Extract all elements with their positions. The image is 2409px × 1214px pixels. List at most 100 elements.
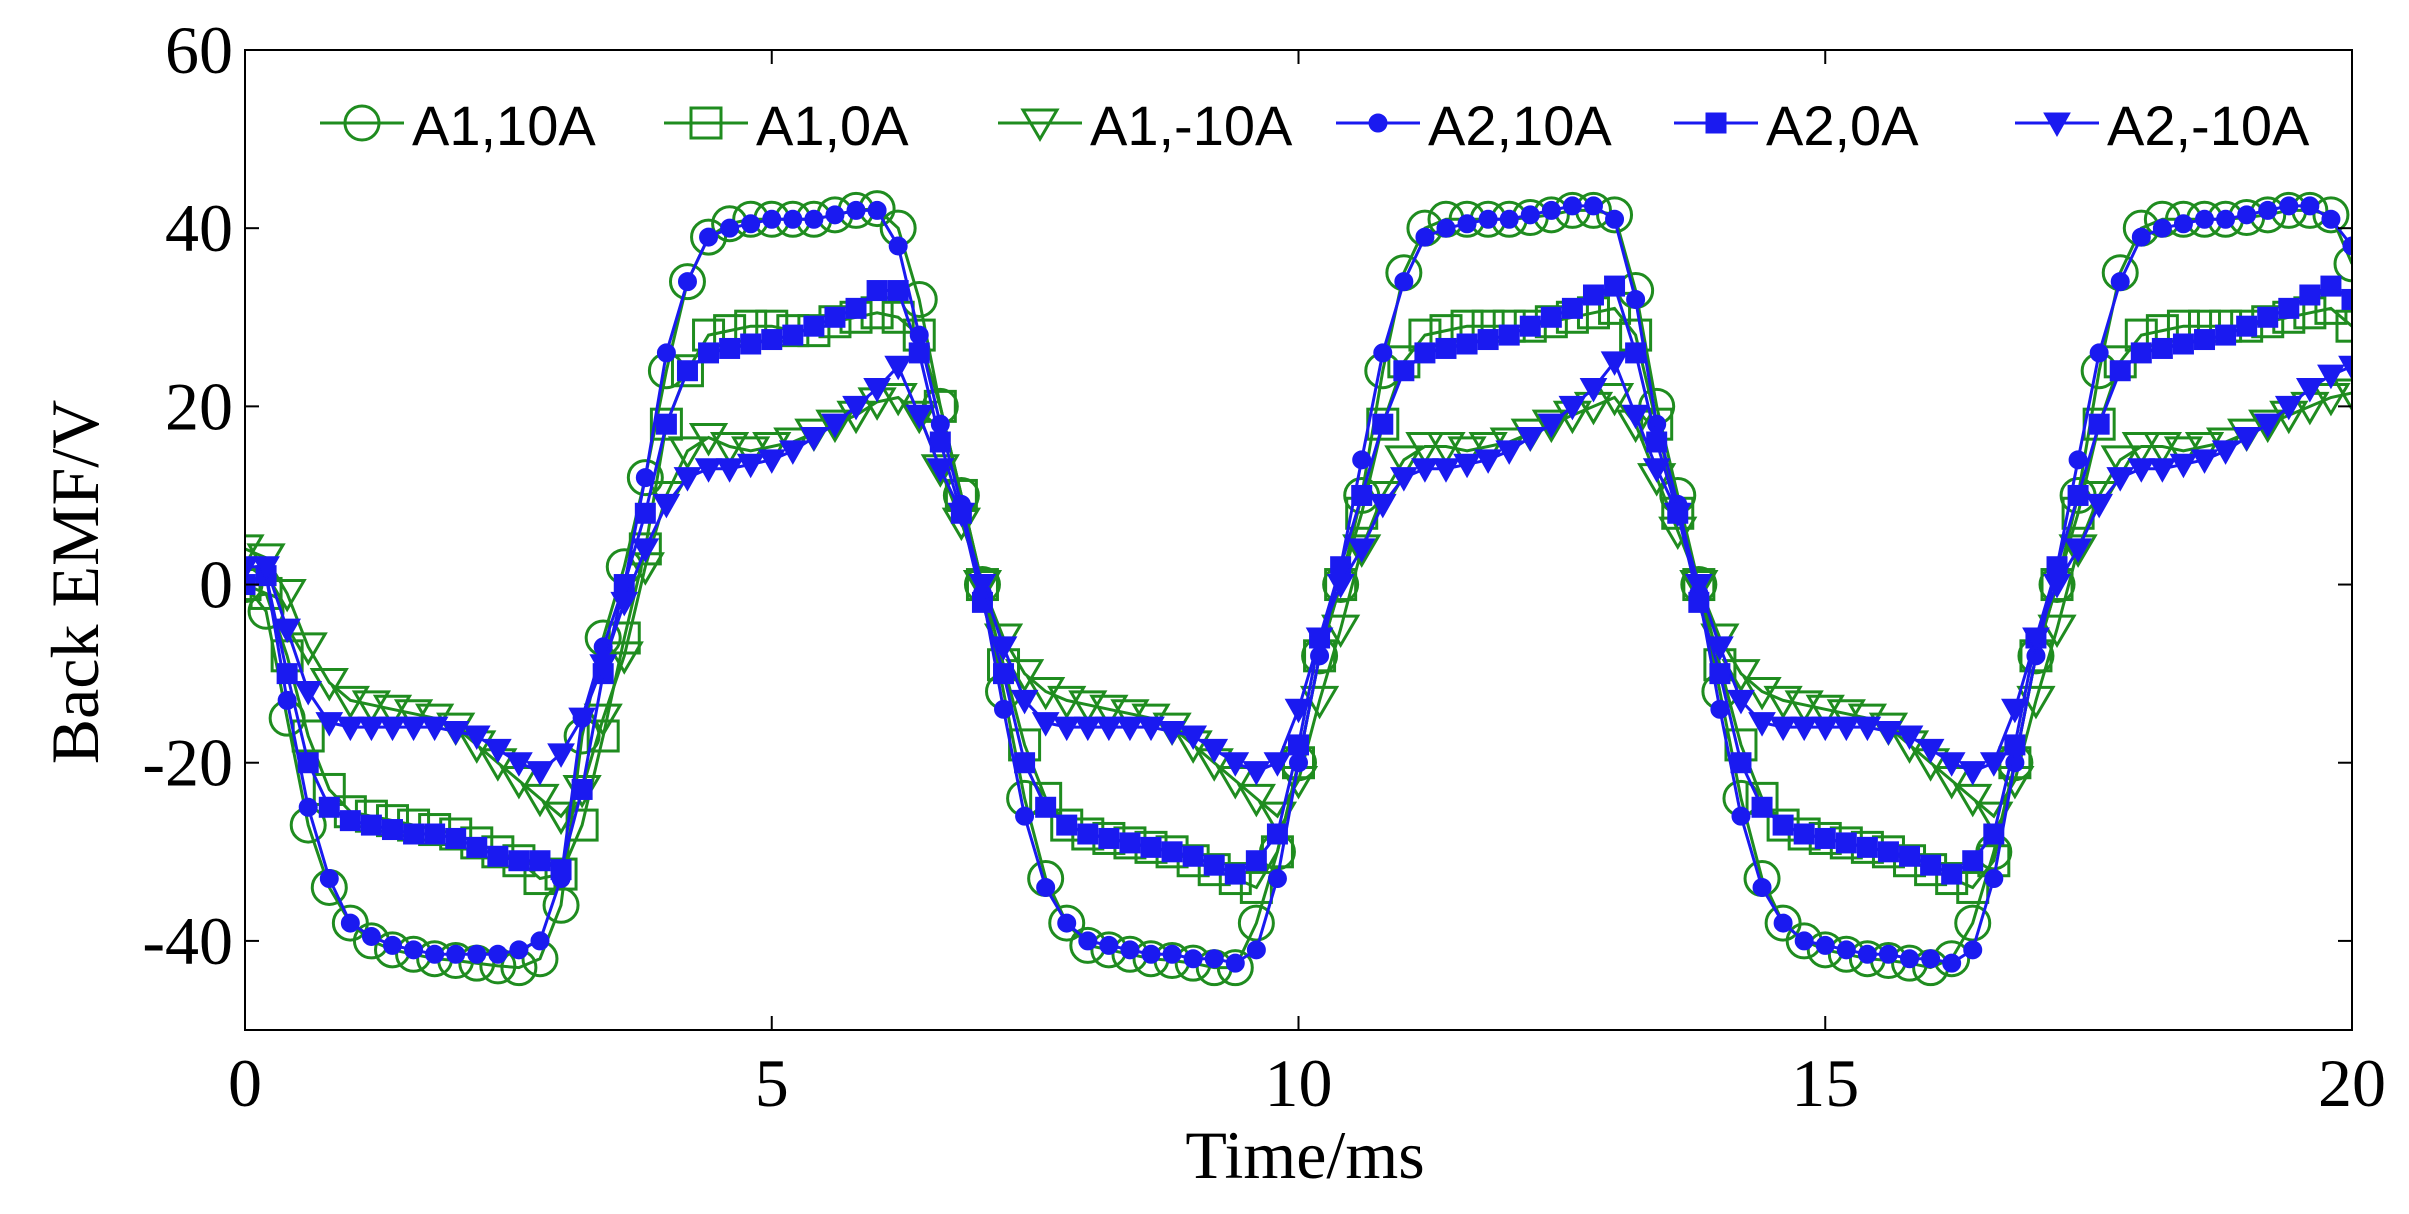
data-point-A2,10A bbox=[825, 205, 845, 225]
data-point-A2,10A bbox=[1900, 949, 1920, 969]
data-point-A2,-10A bbox=[2106, 467, 2135, 492]
data-point-A2,-10A bbox=[2085, 493, 2114, 519]
data-point-A2,0A bbox=[761, 329, 783, 351]
data-point-A2,-10A bbox=[2296, 378, 2324, 403]
data-point-A2,0A bbox=[1435, 337, 1457, 359]
data-point-A2,10A bbox=[1857, 944, 1877, 964]
data-point-A2,-10A bbox=[2001, 698, 2029, 724]
legend-marker bbox=[2043, 112, 2071, 138]
data-point-A2,-10A bbox=[1368, 493, 1397, 519]
data-point-A2,-10A bbox=[1347, 538, 1376, 563]
data-point-A2,10A bbox=[656, 343, 676, 363]
data-point-A1,0A bbox=[544, 857, 578, 891]
data-point-A2,10A bbox=[677, 272, 697, 292]
data-point-A2,0A bbox=[1245, 850, 1267, 872]
data-point-A2,-10A bbox=[1790, 716, 1819, 742]
series-A2,-10A bbox=[245, 351, 2352, 786]
data-point-A1,-10A bbox=[2248, 409, 2288, 444]
data-point-A2,-10A bbox=[905, 404, 934, 430]
data-point-A2,-10A bbox=[1621, 404, 1650, 430]
data-point-A2,10A bbox=[846, 200, 866, 220]
data-point-A2,10A bbox=[1078, 931, 1098, 951]
data-point-A2,10A bbox=[2216, 209, 2236, 229]
x-tick-label: 10 bbox=[1265, 1045, 1333, 1121]
data-point-A2,0A bbox=[571, 778, 593, 800]
data-point-A2,10A bbox=[298, 797, 318, 817]
data-point-A2,0A bbox=[1456, 333, 1478, 355]
data-point-A2,0A bbox=[1119, 832, 1141, 854]
data-point-A2,0A bbox=[466, 836, 488, 858]
data-point-A2,-10A bbox=[1937, 752, 1966, 777]
legend-label: A2,0A bbox=[1766, 94, 1919, 157]
data-point-A2,10A bbox=[1605, 209, 1625, 229]
data-point-A2,0A bbox=[2278, 297, 2300, 319]
data-point-A1,-10A bbox=[1384, 445, 1424, 479]
data-point-A2,0A bbox=[1561, 297, 1583, 319]
data-point-A1,10A bbox=[2333, 245, 2352, 283]
data-point-A2,-10A bbox=[1895, 725, 1924, 751]
data-point-A2,10A bbox=[1415, 227, 1435, 247]
data-point-A1,-10A bbox=[2332, 378, 2352, 412]
data-point-A2,0A bbox=[2341, 288, 2352, 310]
data-point-A1,-10A bbox=[1594, 382, 1635, 417]
legend-label: A1,10A bbox=[412, 94, 596, 157]
data-point-A2,-10A bbox=[1263, 752, 1292, 777]
data-point-A2,10A bbox=[404, 940, 424, 960]
data-point-A1,-10A bbox=[2184, 431, 2225, 466]
data-point-A2,10A bbox=[2152, 218, 2172, 238]
legend-entry-A1,10A: A1,10A bbox=[320, 94, 596, 157]
data-point-A2,10A bbox=[2089, 343, 2109, 363]
data-point-A2,-10A bbox=[610, 591, 639, 617]
legend-label: A2,-10A bbox=[2107, 94, 2310, 157]
data-point-A2,0A bbox=[1014, 752, 1036, 774]
data-point-A2,0A bbox=[276, 663, 298, 685]
data-point-A2,0A bbox=[1625, 342, 1647, 364]
data-point-A2,-10A bbox=[1137, 716, 1165, 742]
legend-label: A1,-10A bbox=[1090, 94, 1293, 157]
data-point-A1,-10A bbox=[288, 632, 328, 666]
data-point-A2,10A bbox=[1478, 209, 1498, 229]
data-point-A2,0A bbox=[676, 360, 698, 382]
data-point-A2,-10A bbox=[357, 716, 386, 742]
data-point-A1,-10A bbox=[1405, 431, 1445, 466]
data-point-A2,10A bbox=[1963, 940, 1983, 960]
data-point-A2,-10A bbox=[1642, 458, 1671, 483]
x-axis-label: Time/ms bbox=[1185, 1117, 1424, 1193]
axis-ticks: 0 5 10 15 20 -40 -20 0 20 40 60 bbox=[142, 12, 2386, 1121]
data-point-A2,-10A bbox=[2022, 627, 2050, 653]
data-point-A1,0A bbox=[1956, 870, 1990, 904]
legend-entry-A2,0A: A2,0A bbox=[1674, 94, 1919, 157]
data-point-A2,10A bbox=[1984, 869, 2004, 889]
data-point-A2,0A bbox=[403, 823, 425, 845]
data-point-A2,-10A bbox=[1052, 716, 1081, 742]
data-point-A2,0A bbox=[1414, 342, 1436, 364]
data-point-A2,10A bbox=[1120, 940, 1140, 960]
data-point-A2,-10A bbox=[1453, 453, 1481, 479]
data-point-A2,-10A bbox=[547, 743, 575, 768]
data-point-A2,0A bbox=[782, 324, 804, 346]
data-point-A1,-10A bbox=[2100, 445, 2140, 479]
y-tick-label: -40 bbox=[142, 903, 233, 979]
data-point-A1,10A bbox=[1596, 196, 1634, 234]
data-point-A2,-10A bbox=[2127, 458, 2156, 483]
data-point-A2,-10A bbox=[1579, 378, 1608, 403]
data-point-A1,-10A bbox=[815, 409, 855, 444]
data-point-A2,10A bbox=[699, 227, 719, 247]
data-point-A2,-10A bbox=[947, 502, 976, 528]
data-point-A1,-10A bbox=[1974, 801, 2014, 836]
data-point-A2,10A bbox=[1162, 944, 1182, 964]
data-point-A2,-10A bbox=[2190, 449, 2219, 474]
data-point-A2,0A bbox=[2194, 329, 2216, 351]
data-point-A2,0A bbox=[1477, 329, 1499, 351]
data-point-A2,-10A bbox=[1706, 636, 1734, 661]
data-point-A2,-10A bbox=[1558, 395, 1587, 421]
data-point-A2,0A bbox=[1056, 814, 1078, 836]
data-point-A2,10A bbox=[2173, 214, 2193, 234]
data-point-A1,10A bbox=[1954, 904, 1992, 942]
data-point-A1,0A bbox=[1218, 862, 1252, 896]
data-point-A2,10A bbox=[2068, 450, 2088, 470]
data-point-A2,0A bbox=[1498, 324, 1520, 346]
data-point-A2,10A bbox=[2279, 196, 2299, 216]
data-point-A2,-10A bbox=[1663, 502, 1692, 528]
data-point-A1,0A bbox=[2335, 309, 2352, 343]
